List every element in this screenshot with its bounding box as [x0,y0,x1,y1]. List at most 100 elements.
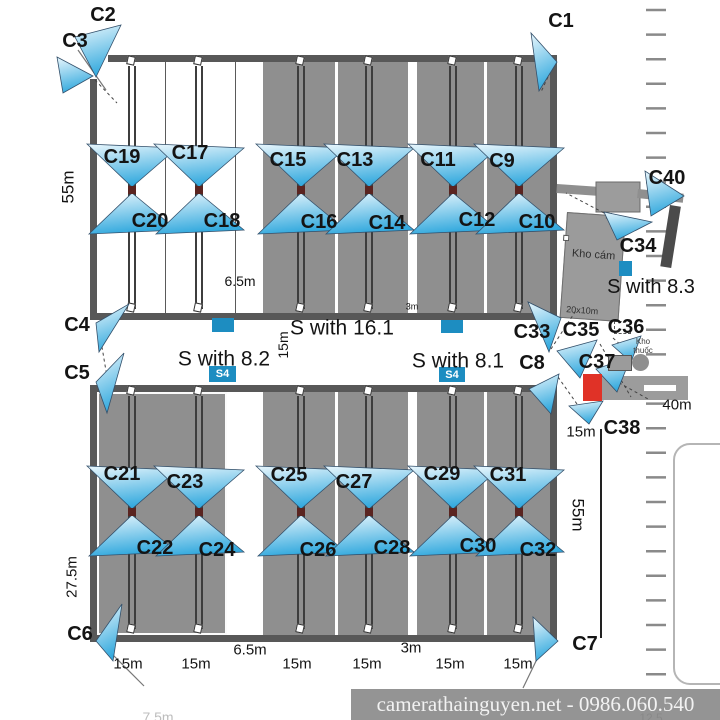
feed-line-cap [126,55,136,66]
camera-sight-dashed-line [94,79,118,104]
dimension-label: 3m [400,639,422,657]
camera-label-c4: C4 [64,314,90,336]
building-b-pen-panel [263,392,335,635]
feed-line [449,396,451,629]
camera-label-c28: C28 [373,537,411,559]
bay-divider-line [165,62,166,313]
feed-warehouse: Kho cám 20x10m [559,212,626,322]
dimension-label: 15m [282,655,312,673]
walkway-segment [637,189,684,203]
walkway-segment [556,183,599,196]
camera-label-c30: C30 [459,535,497,557]
dimension-label: 7.5m [142,709,174,720]
camera-label-c10: C10 [518,211,556,233]
camera-label-c32: C32 [519,539,557,561]
building-b-pen-panel [487,392,550,635]
building-b-wall [90,385,557,392]
camera-label-c12: C12 [458,209,496,231]
road-edge-outline [673,443,720,685]
camera-label-c7: C7 [572,633,598,655]
building-a-wall [108,55,557,62]
camera-label-c20: C20 [131,210,169,232]
camera-label-c9: C9 [489,150,515,172]
feed-line-cap [193,302,203,313]
camera-label-c11: C11 [420,149,456,171]
feed-line [371,66,373,309]
dimension-label: 15m [181,655,211,673]
walkway-segment [660,205,681,268]
red-marker [583,374,602,401]
camera-sight-dashed-line [98,328,108,378]
camera-label-c36: C36 [607,316,645,338]
feed-line-cap [126,302,136,313]
feed-line [371,396,373,629]
camera-label-c1: C1 [548,10,574,32]
building-a-wall [90,313,557,320]
feed-line [303,66,305,309]
feed-line [365,66,367,309]
building-a-wall [90,79,97,320]
medicine-warehouse-label: Kho thuốc [633,337,653,356]
building-b-wall [550,385,557,642]
zone-label: S with 8.3 [607,276,695,298]
dimension-label: 3m [405,301,419,312]
feed-line [134,396,136,629]
watermark-bar: camerathainguyen.net - 0986.060.540 [351,689,720,720]
feed-line [201,66,203,309]
walkway-segment [595,181,641,213]
dimension-label: 15m [113,655,143,673]
sensor-s4-box: S4 [439,367,465,382]
dimension-label: 40m [662,396,692,414]
camera-sight-dashed-line [597,370,649,400]
feed-line [195,396,197,629]
camera-sight-dashed-line [557,376,578,405]
feed-line [303,396,305,629]
camera-label-c3: C3 [62,30,88,52]
zone-label: S with 8.1 [411,349,505,373]
camera-label-c37: C37 [578,351,616,373]
building-b-wall [90,635,557,642]
dimension-label: 15m [275,331,291,359]
door-notch [562,234,570,242]
zone-label: S with 16.1 [290,316,394,340]
camera-label-c27: C27 [335,471,373,493]
door-notch [605,212,613,220]
camera-label-c35: C35 [562,319,600,341]
feed-line [515,66,517,309]
tank-circle [632,354,649,371]
feed-line [128,396,130,629]
dimension-label: 15m [352,655,382,673]
camera-sight-dashed-line [565,192,605,214]
camera-label-c34: C34 [619,235,657,257]
camera-label-c17: C17 [171,142,209,164]
feed-warehouse-size-label: 20x10m [565,304,599,317]
camera-label-c18: C18 [203,210,241,232]
building-a-pen-panel [263,62,335,313]
camera-label-c13: C13 [336,149,374,171]
camera-label-c38: C38 [603,417,641,439]
blue-marker [619,261,632,276]
camera-label-c31: C31 [489,464,527,486]
feed-line [521,66,523,309]
camera-cone-c3 [56,56,94,94]
dimension-label: 15m [503,655,533,673]
feed-line [455,396,457,629]
camera-label-c33: C33 [513,321,551,343]
camera-label-c14: C14 [368,212,406,234]
dimension-label: 27.5m [63,556,81,598]
camera-label-c8: C8 [519,352,545,374]
sensor-s4-box: S4 [209,366,236,382]
camera-label-c15: C15 [269,149,307,171]
camera-label-c5: C5 [64,362,90,384]
feed-line [521,396,523,629]
dimension-label: 55m [568,498,588,532]
feed-line [455,66,457,309]
camera-label-c26: C26 [299,539,337,561]
camera-label-c16: C16 [300,211,338,233]
dimension-label: 15m [566,423,596,441]
feed-line [195,66,197,309]
building-b-wall [90,385,97,642]
dimension-label: 6.5m [233,641,267,659]
feed-line-cap [193,55,203,66]
